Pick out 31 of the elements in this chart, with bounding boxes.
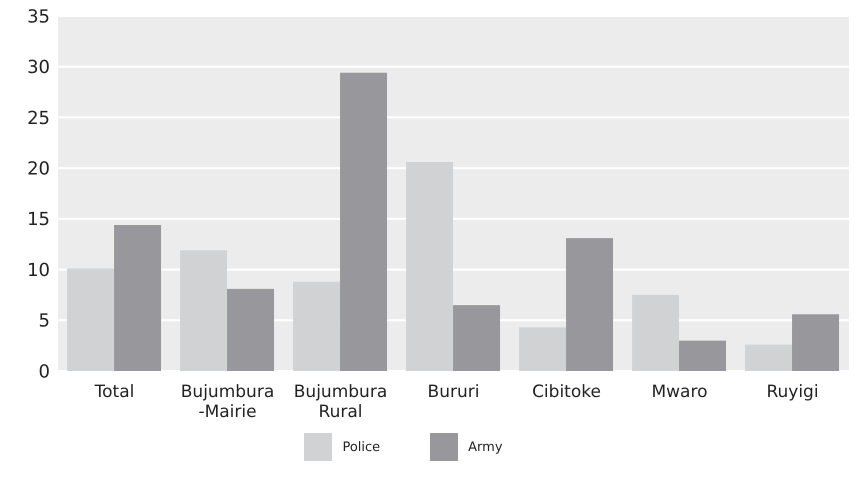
y-tick-label: 0 bbox=[38, 361, 50, 382]
bar bbox=[180, 250, 228, 371]
y-tick-label: 35 bbox=[27, 6, 50, 28]
bar bbox=[67, 268, 114, 371]
legend-label: Police bbox=[342, 440, 380, 455]
x-tick-label: Ruyigi bbox=[766, 382, 819, 402]
y-tick-label: 10 bbox=[27, 260, 50, 281]
bar bbox=[340, 72, 388, 371]
x-tick-label: Bujumbura Rural bbox=[294, 382, 388, 422]
bar bbox=[792, 314, 840, 371]
bar bbox=[406, 162, 454, 371]
bar bbox=[519, 327, 566, 371]
x-tick-label: Bujumbura -Mairie bbox=[180, 382, 274, 422]
bar bbox=[453, 305, 500, 371]
y-tick-label: 15 bbox=[27, 209, 50, 230]
legend-label: Army bbox=[468, 440, 503, 455]
x-tick-label: Total bbox=[94, 382, 134, 402]
y-tick-label: 5 bbox=[38, 310, 50, 332]
y-tick-label: 30 bbox=[27, 57, 50, 78]
bar bbox=[114, 224, 162, 371]
bar bbox=[566, 238, 614, 371]
bar bbox=[745, 344, 792, 371]
x-tick-label: Cibitoke bbox=[532, 382, 601, 402]
y-tick-label: 25 bbox=[27, 108, 50, 129]
bar bbox=[293, 282, 340, 371]
y-tick-label: 20 bbox=[27, 158, 50, 180]
bar bbox=[632, 294, 680, 371]
x-tick-label: Mwaro bbox=[651, 382, 708, 402]
bar bbox=[679, 340, 726, 371]
bar bbox=[227, 288, 274, 371]
x-tick-label: Bururi bbox=[428, 382, 480, 402]
